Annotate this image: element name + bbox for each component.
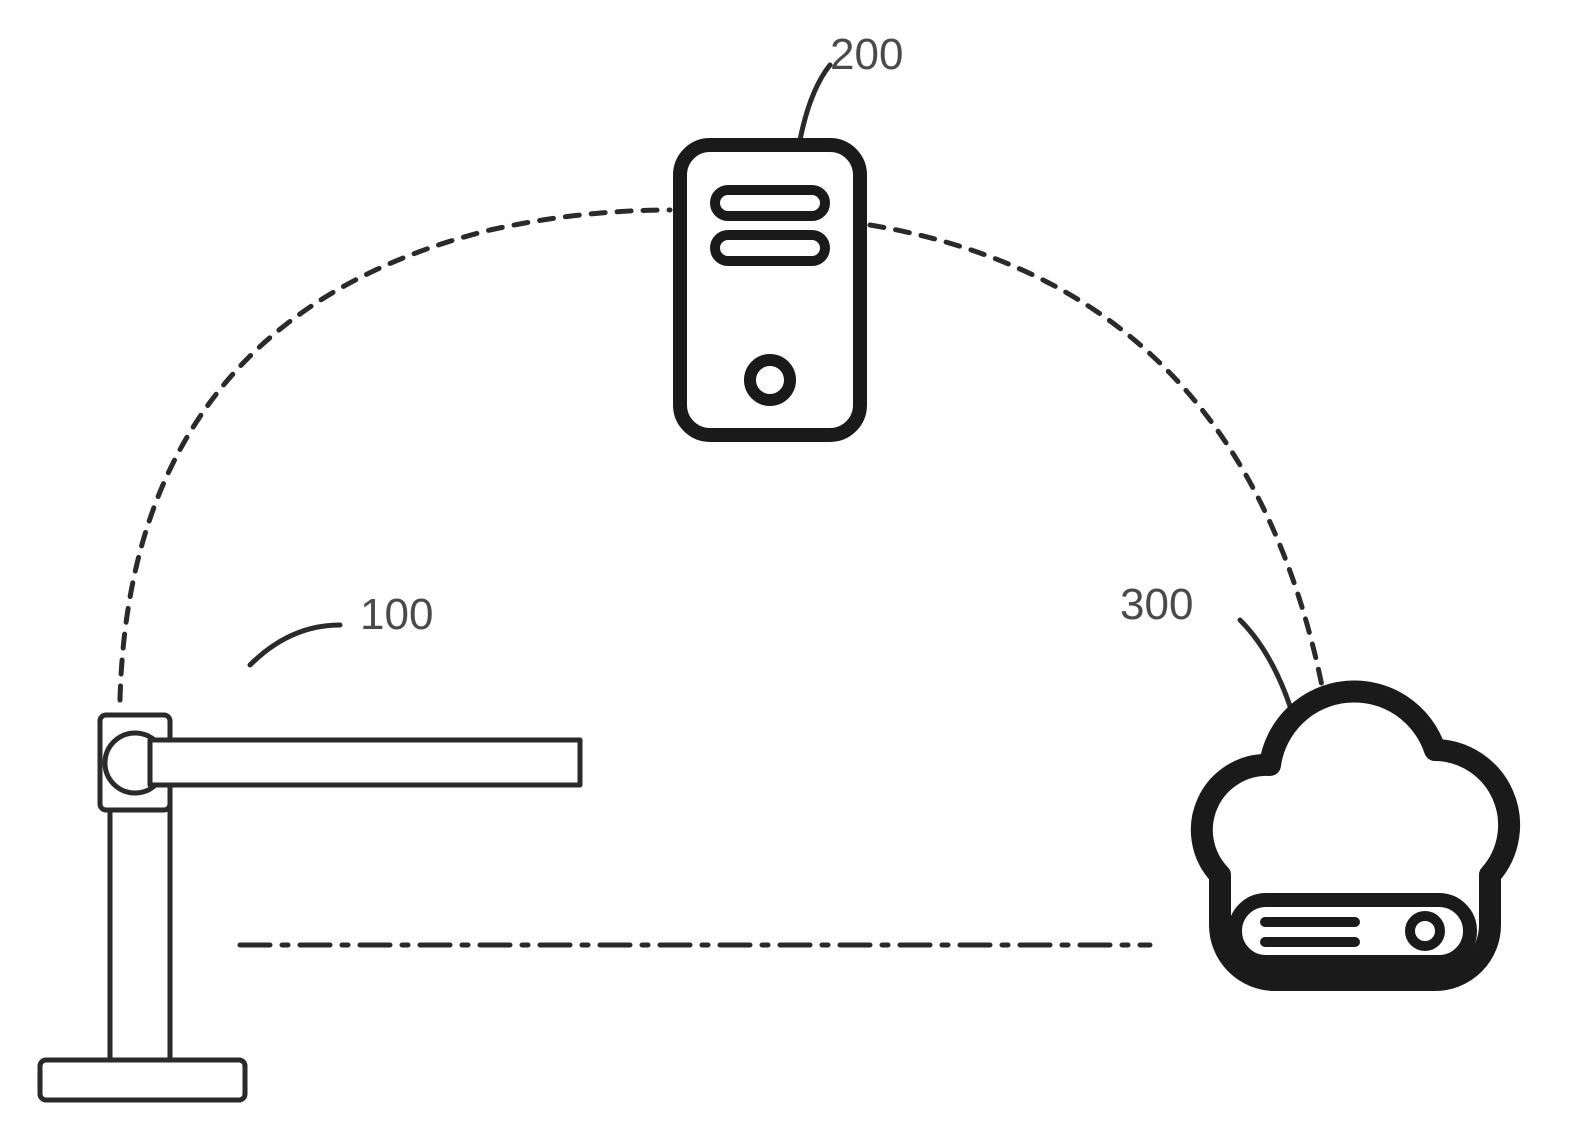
diagram-canvas [0, 0, 1578, 1139]
cloud-icon [1202, 691, 1509, 980]
label-300: 300 [1120, 580, 1193, 630]
leader-200 [800, 65, 830, 140]
label-100: 100 [360, 590, 433, 640]
leader-100 [250, 625, 340, 665]
label-200: 200 [830, 30, 903, 80]
gate-icon [40, 715, 580, 1100]
edge-server-cloud [870, 225, 1330, 730]
server-icon [680, 145, 860, 435]
